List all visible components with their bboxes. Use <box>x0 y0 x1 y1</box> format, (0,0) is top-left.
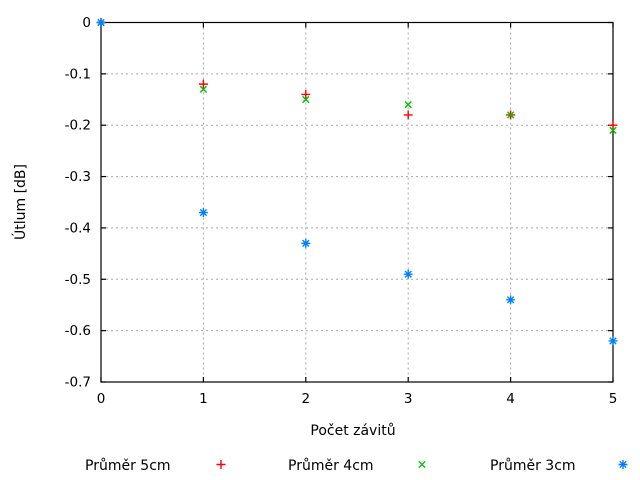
data-point <box>506 111 515 119</box>
data-point <box>608 120 618 130</box>
y-tick-label: -0.1 <box>65 66 91 82</box>
y-tick-label: -0.7 <box>65 375 91 391</box>
data-point <box>301 89 311 99</box>
data-point <box>609 126 617 135</box>
data-point <box>403 110 413 120</box>
legend: Průměr 5cm Průměr 4cm Průměr 3cm <box>85 458 628 474</box>
data-points <box>96 18 618 346</box>
x-tick-label: 1 <box>199 391 208 407</box>
data-point <box>403 269 413 279</box>
x-tick-label: 4 <box>506 391 515 407</box>
data-point <box>96 18 106 27</box>
series-asterisk <box>96 18 618 346</box>
data-point <box>608 336 618 346</box>
legend-marker-plus-icon <box>216 460 226 469</box>
y-tick-label: -0.5 <box>65 272 91 288</box>
grid <box>101 22 613 382</box>
legend-marker-cross-icon <box>418 460 426 469</box>
data-point <box>404 100 412 109</box>
plot-border <box>100 21 614 383</box>
axis-ticks <box>100 21 614 383</box>
y-tick-label: -0.6 <box>65 323 91 339</box>
x-tick-label: 2 <box>302 391 311 407</box>
y-tick-label: -0.2 <box>65 118 91 134</box>
legend-label: Průměr 4cm <box>288 458 374 474</box>
y-tick-label: -0.4 <box>65 220 91 236</box>
x-axis-label: Počet závitů <box>310 423 395 439</box>
data-point <box>199 85 208 93</box>
y-tick-label: -0.3 <box>65 169 91 185</box>
y-axis-label: Útlum [dB] <box>11 164 29 240</box>
x-tick-label: 5 <box>609 391 618 407</box>
data-point <box>302 95 310 104</box>
data-point <box>198 208 208 218</box>
tick-labels: 0 1 2 3 4 5 0 -0.1 -0.2 -0.3 -0.4 -0.5 -0.6 -0.7 <box>65 15 618 407</box>
legend-label: Průměr 3cm <box>490 458 576 474</box>
legend-marker-asterisk-icon <box>618 460 628 469</box>
y-tick-label: 0 <box>82 15 91 31</box>
data-point <box>198 79 208 89</box>
x-tick-label: 3 <box>404 391 413 407</box>
legend-label: Průměr 5cm <box>85 458 171 474</box>
series-cross <box>97 18 617 135</box>
x-tick-label: 0 <box>97 391 106 407</box>
data-point <box>506 295 516 305</box>
data-point <box>301 238 311 248</box>
